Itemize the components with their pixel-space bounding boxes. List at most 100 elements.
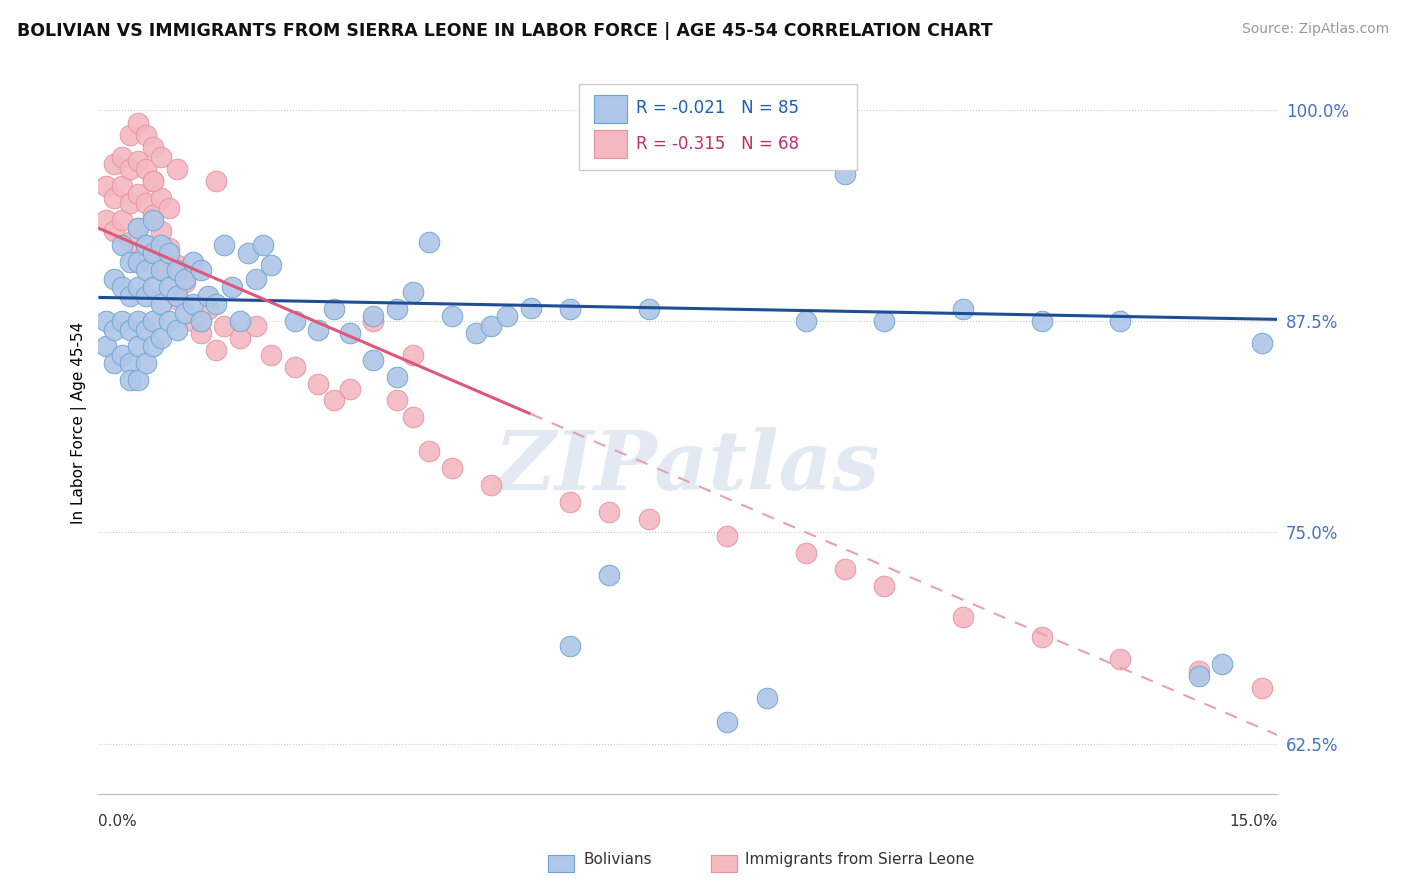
Point — [284, 359, 307, 374]
Point — [127, 255, 149, 269]
Point — [479, 478, 502, 492]
Point — [118, 235, 141, 249]
Point — [418, 235, 440, 249]
Point — [127, 187, 149, 202]
Point — [190, 314, 212, 328]
Point — [118, 322, 141, 336]
Point — [142, 280, 165, 294]
Point — [1109, 652, 1132, 666]
Point — [1188, 669, 1211, 683]
Point — [127, 153, 149, 168]
Point — [441, 461, 464, 475]
Point — [205, 297, 228, 311]
Point — [441, 309, 464, 323]
Point — [111, 280, 134, 294]
Point — [558, 302, 581, 317]
Point — [111, 238, 134, 252]
Point — [385, 393, 408, 408]
Point — [402, 348, 425, 362]
Point — [1250, 681, 1272, 695]
Point — [794, 545, 817, 559]
Y-axis label: In Labor Force | Age 45-54: In Labor Force | Age 45-54 — [72, 321, 87, 524]
FancyBboxPatch shape — [579, 84, 856, 169]
Point — [134, 289, 156, 303]
Point — [173, 305, 195, 319]
FancyBboxPatch shape — [593, 95, 627, 123]
Point — [1109, 314, 1132, 328]
Point — [157, 241, 180, 255]
Point — [166, 258, 188, 272]
Point — [323, 302, 346, 317]
Point — [118, 255, 141, 269]
Point — [221, 280, 243, 294]
Point — [260, 258, 283, 272]
Point — [794, 314, 817, 328]
Point — [245, 319, 267, 334]
Point — [96, 178, 118, 193]
FancyBboxPatch shape — [593, 130, 627, 159]
Point — [834, 167, 856, 181]
Point — [103, 225, 125, 239]
Point — [173, 272, 195, 286]
Point — [103, 322, 125, 336]
Point — [150, 191, 173, 205]
Point — [111, 178, 134, 193]
Text: 15.0%: 15.0% — [1229, 814, 1278, 830]
Point — [142, 246, 165, 260]
Point — [205, 174, 228, 188]
Point — [1031, 314, 1053, 328]
Point — [166, 292, 188, 306]
Point — [418, 444, 440, 458]
Point — [157, 246, 180, 260]
Point — [519, 301, 541, 315]
Point — [142, 314, 165, 328]
Point — [166, 289, 188, 303]
Point — [118, 289, 141, 303]
Point — [385, 302, 408, 317]
Text: ZIPatlas: ZIPatlas — [495, 427, 880, 507]
Point — [142, 212, 165, 227]
Point — [212, 238, 235, 252]
Point — [190, 263, 212, 277]
Point — [190, 326, 212, 340]
Point — [118, 161, 141, 176]
Point — [252, 238, 274, 252]
Point — [134, 356, 156, 370]
Text: 0.0%: 0.0% — [98, 814, 138, 830]
Point — [157, 201, 180, 215]
Point — [150, 263, 173, 277]
Text: BOLIVIAN VS IMMIGRANTS FROM SIERRA LEONE IN LABOR FORCE | AGE 45-54 CORRELATION : BOLIVIAN VS IMMIGRANTS FROM SIERRA LEONE… — [17, 22, 993, 40]
Point — [118, 128, 141, 143]
Point — [402, 410, 425, 425]
Point — [96, 212, 118, 227]
Text: R = -0.021   N = 85: R = -0.021 N = 85 — [636, 99, 799, 117]
Point — [157, 280, 180, 294]
Point — [166, 263, 188, 277]
Point — [134, 161, 156, 176]
Point — [402, 285, 425, 300]
Point — [385, 369, 408, 384]
Point — [142, 174, 165, 188]
Point — [127, 280, 149, 294]
Text: R = -0.315   N = 68: R = -0.315 N = 68 — [636, 135, 799, 153]
Point — [142, 246, 165, 260]
Point — [134, 263, 156, 277]
Point — [157, 314, 180, 328]
Point — [134, 238, 156, 252]
Point — [103, 272, 125, 286]
Point — [229, 331, 252, 345]
Point — [479, 319, 502, 334]
Point — [134, 238, 156, 252]
Point — [142, 339, 165, 353]
Point — [1250, 336, 1272, 351]
Point — [598, 505, 620, 519]
Point — [205, 343, 228, 357]
Point — [464, 326, 486, 340]
Point — [1031, 630, 1053, 644]
Point — [363, 352, 385, 367]
Point — [834, 562, 856, 576]
Point — [558, 639, 581, 653]
Point — [558, 495, 581, 509]
Point — [166, 322, 188, 336]
Point — [150, 225, 173, 239]
